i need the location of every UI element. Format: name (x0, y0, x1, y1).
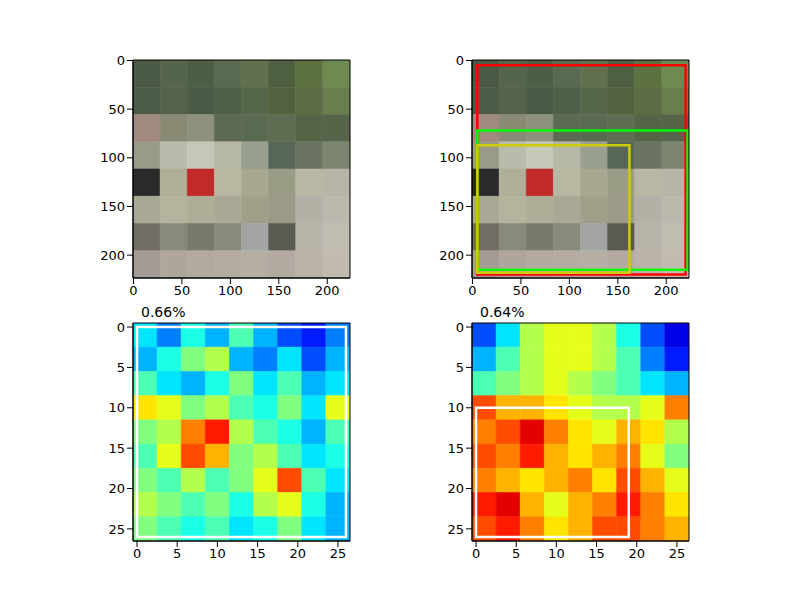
svg-text:15: 15 (108, 441, 125, 456)
svg-text:0: 0 (456, 53, 464, 68)
svg-text:5: 5 (512, 546, 520, 561)
svg-text:20: 20 (447, 481, 464, 496)
svg-text:200: 200 (654, 283, 679, 298)
svg-text:20: 20 (108, 481, 125, 496)
svg-text:200: 200 (100, 248, 125, 263)
svg-text:5: 5 (117, 360, 125, 375)
html-text:0.66%: 0.66% (141, 304, 186, 320)
svg-text:25: 25 (108, 522, 125, 537)
svg-text:20: 20 (628, 546, 645, 561)
svg-text:150: 150 (100, 199, 125, 214)
svg-text:0: 0 (117, 53, 125, 68)
svg-text:100: 100 (218, 283, 243, 298)
svg-text:15: 15 (447, 441, 464, 456)
svg-text:5: 5 (173, 546, 181, 561)
svg-text:0: 0 (129, 283, 137, 298)
svg-text:200: 200 (315, 283, 340, 298)
svg-text:10: 10 (447, 400, 464, 415)
svg-text:100: 100 (100, 150, 125, 165)
svg-text:0: 0 (472, 546, 480, 561)
svg-text:0: 0 (456, 320, 464, 335)
svg-text:100: 100 (557, 283, 582, 298)
svg-text:10: 10 (548, 546, 565, 561)
svg-text:200: 200 (439, 248, 464, 263)
svg-text:150: 150 (266, 283, 291, 298)
svg-text:100: 100 (439, 150, 464, 165)
svg-text:50: 50 (447, 102, 464, 117)
svg-text:0: 0 (117, 320, 125, 335)
svg-text:25: 25 (669, 546, 686, 561)
svg-text:50: 50 (174, 283, 191, 298)
svg-text:0: 0 (133, 546, 141, 561)
svg-text:15: 15 (588, 546, 605, 561)
svg-text:10: 10 (108, 400, 125, 415)
svg-text:150: 150 (439, 199, 464, 214)
svg-text:50: 50 (108, 102, 125, 117)
svg-text:25: 25 (447, 522, 464, 537)
svg-text:5: 5 (456, 360, 464, 375)
svg-text:20: 20 (289, 546, 306, 561)
html-text:0.64%: 0.64% (480, 304, 525, 320)
svg-text:10: 10 (209, 546, 226, 561)
svg-text:15: 15 (249, 546, 266, 561)
svg-text:50: 50 (513, 283, 530, 298)
svg-text:25: 25 (330, 546, 347, 561)
svg-text:0: 0 (468, 283, 476, 298)
svg-text:150: 150 (605, 283, 630, 298)
